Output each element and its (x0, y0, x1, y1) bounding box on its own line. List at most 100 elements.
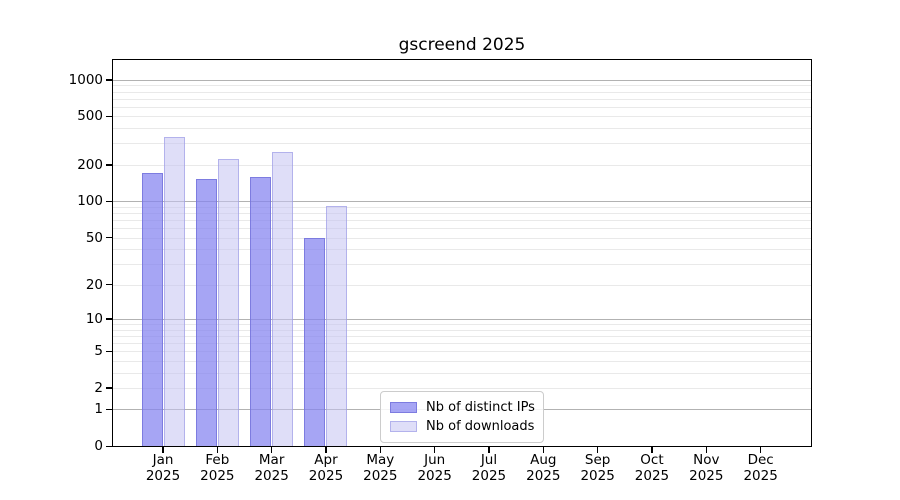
minor-gridline (113, 284, 811, 286)
x-tick-year: 2025 (689, 467, 724, 484)
minor-gridline (113, 91, 811, 93)
x-tick (379, 446, 382, 453)
y-tick (106, 284, 113, 286)
minor-gridline (113, 116, 811, 118)
x-tick (434, 446, 436, 453)
x-tick (597, 446, 599, 453)
y-tick-label: 0 (94, 438, 103, 454)
x-tick-label-dec: Dec 2025 (730, 452, 792, 484)
minor-gridline (113, 220, 811, 222)
x-tick-year: 2025 (254, 467, 289, 484)
minor-gridline (113, 106, 811, 108)
x-tick-label-sep: Sep 2025 (567, 452, 629, 484)
minor-gridline (113, 329, 811, 331)
minor-gridline (113, 249, 811, 251)
x-tick (705, 446, 707, 453)
y-tick-label: 20 (85, 276, 103, 293)
bar-nb-of-downloads-jan (163, 137, 185, 446)
legend-row-downloads: Nb of downloads (390, 417, 534, 436)
minor-gridline (113, 98, 811, 100)
x-tick-year: 2025 (308, 467, 344, 484)
x-tick (542, 446, 544, 453)
x-tick-label-nov: Nov 2025 (675, 452, 737, 484)
y-tick (106, 350, 113, 352)
x-tick (488, 446, 490, 453)
legend-label-downloads: Nb of downloads (426, 419, 535, 434)
y-tick (106, 237, 113, 239)
legend-swatch-downloads (390, 421, 417, 432)
y-tick (106, 387, 113, 389)
y-tick-label: 5 (94, 343, 103, 360)
y-tick-label: 100 (77, 193, 103, 210)
bar-nb-of-distinct-ips-mar (250, 176, 272, 446)
minor-gridline (113, 351, 811, 353)
bar-nb-of-downloads-apr (326, 206, 348, 446)
bar-nb-of-downloads-feb (217, 158, 239, 446)
minor-gridline (113, 372, 811, 374)
x-tick-label-jun: Jun 2025 (404, 452, 466, 484)
major-gridline (113, 318, 811, 320)
x-tick-year: 2025 (471, 467, 507, 484)
legend-swatch-distinct-ips (390, 402, 417, 413)
minor-gridline (113, 342, 811, 344)
x-tick-year: 2025 (363, 467, 398, 484)
y-tick-label: 2 (94, 379, 103, 396)
x-tick-year: 2025 (417, 467, 452, 484)
minor-gridline (113, 360, 811, 362)
x-tick-year: 2025 (526, 467, 561, 484)
y-tick-label: 1000 (68, 71, 103, 88)
x-tick (271, 446, 273, 453)
chart-title: gscreend 2025 (398, 35, 526, 55)
bar-nb-of-distinct-ips-jan (141, 172, 163, 446)
y-tick-label: 50 (85, 229, 103, 246)
x-tick-label-jul: Jul 2025 (458, 452, 520, 484)
bar-nb-of-distinct-ips-apr (304, 237, 326, 446)
y-tick-label: 500 (77, 108, 103, 125)
y-tick-label: 200 (77, 156, 103, 173)
y-tick-label: 1 (94, 401, 103, 418)
x-tick (162, 446, 164, 453)
x-tick-year: 2025 (145, 467, 181, 484)
x-tick-label-mar: Mar 2025 (241, 452, 303, 484)
x-tick-label-feb: Feb 2025 (186, 452, 248, 484)
y-tick-label: 10 (85, 310, 103, 327)
minor-gridline (113, 128, 811, 130)
y-tick (106, 318, 113, 320)
x-tick-year: 2025 (200, 467, 235, 484)
y-tick (106, 445, 113, 447)
x-tick-year: 2025 (580, 467, 615, 484)
minor-gridline (113, 213, 811, 215)
bar-nb-of-downloads-mar (272, 152, 294, 446)
x-tick-label-apr: Apr 2025 (295, 452, 357, 484)
bar-nb-of-distinct-ips-feb (195, 179, 217, 446)
major-gridline (113, 79, 811, 81)
y-tick (106, 200, 113, 203)
x-tick-year: 2025 (634, 467, 670, 484)
minor-gridline (113, 335, 811, 337)
major-gridline (113, 201, 811, 203)
x-tick-label-may: May 2025 (349, 452, 411, 484)
x-tick (760, 446, 762, 453)
minor-gridline (113, 85, 811, 87)
minor-gridline (113, 263, 811, 265)
x-tick (325, 446, 327, 453)
x-tick-year: 2025 (743, 467, 778, 484)
x-tick-label-jan: Jan 2025 (132, 452, 194, 484)
minor-gridline (113, 143, 811, 145)
x-tick-label-oct: Oct 2025 (621, 452, 683, 484)
minor-gridline (113, 237, 811, 239)
x-tick (216, 446, 219, 453)
legend-row-distinct-ips: Nb of distinct IPs (390, 398, 535, 417)
x-tick-label-aug: Aug 2025 (512, 452, 574, 484)
minor-gridline (113, 323, 811, 325)
plot-area (112, 59, 812, 447)
legend: Nb of distinct IPs Nb of downloads (380, 391, 544, 443)
legend-label-distinct-ips: Nb of distinct IPs (426, 400, 535, 415)
y-tick (106, 115, 113, 118)
y-tick (106, 408, 113, 411)
minor-gridline (113, 206, 811, 208)
minor-gridline (113, 387, 811, 389)
y-tick (106, 164, 113, 166)
y-tick (106, 79, 113, 81)
